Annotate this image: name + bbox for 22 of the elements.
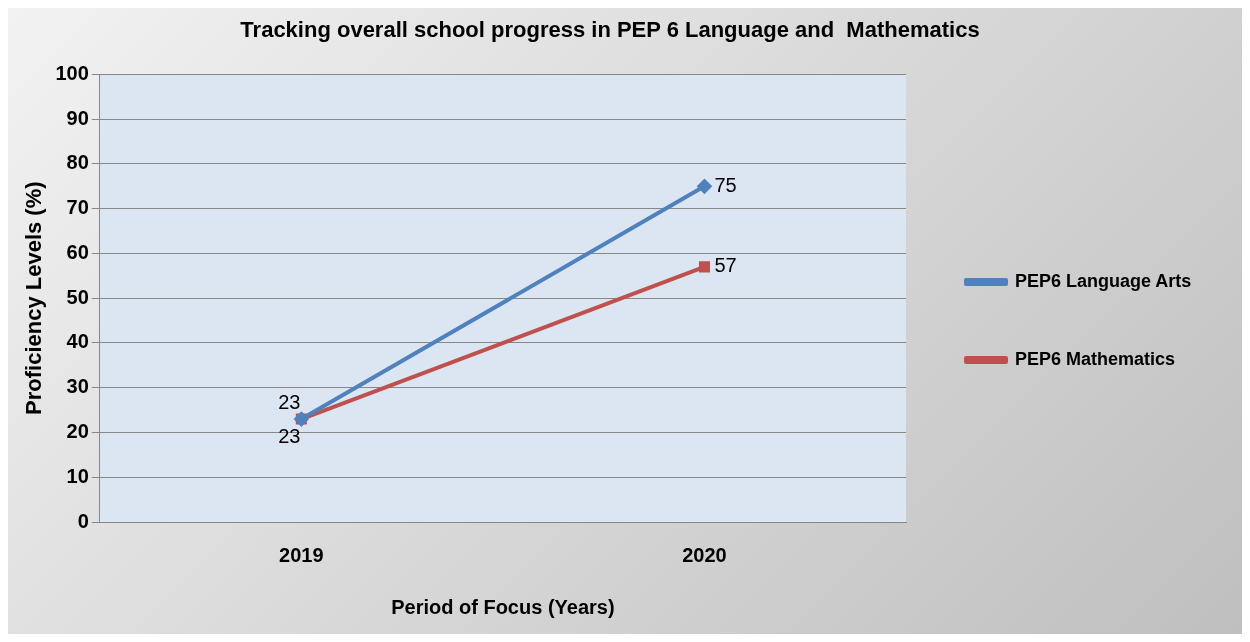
- y-tick-label: 50: [66, 285, 89, 308]
- data-label: 57: [714, 254, 737, 277]
- x-tick-label: 2020: [682, 543, 727, 566]
- legend-label: PEP6 Language Arts: [1015, 270, 1192, 291]
- data-label: 75: [714, 173, 737, 196]
- y-tick-label: 90: [66, 106, 89, 129]
- y-tick-label: 100: [55, 61, 89, 84]
- y-tick-label: 80: [66, 151, 89, 174]
- x-tick-label: 2019: [279, 543, 324, 566]
- y-axis-title: Proficiency Levels (%): [21, 181, 47, 415]
- y-tick-label: 20: [66, 420, 89, 442]
- y-tick-label: 60: [66, 240, 89, 263]
- legend-label: PEP6 Mathematics: [1015, 348, 1176, 369]
- y-tick-label: 30: [66, 375, 89, 398]
- y-tick-label: 10: [66, 464, 89, 487]
- y-tick-label: 40: [66, 330, 89, 353]
- data-label: 23: [278, 424, 301, 447]
- chart-title: Tracking overall school progress in PEP 6 Language and Mathematics: [240, 17, 980, 43]
- x-axis-title: Period of Focus (Years): [391, 595, 615, 618]
- y-tick-label: 70: [66, 196, 89, 219]
- y-tick-label: 0: [77, 509, 89, 532]
- data-label: 23: [278, 390, 301, 413]
